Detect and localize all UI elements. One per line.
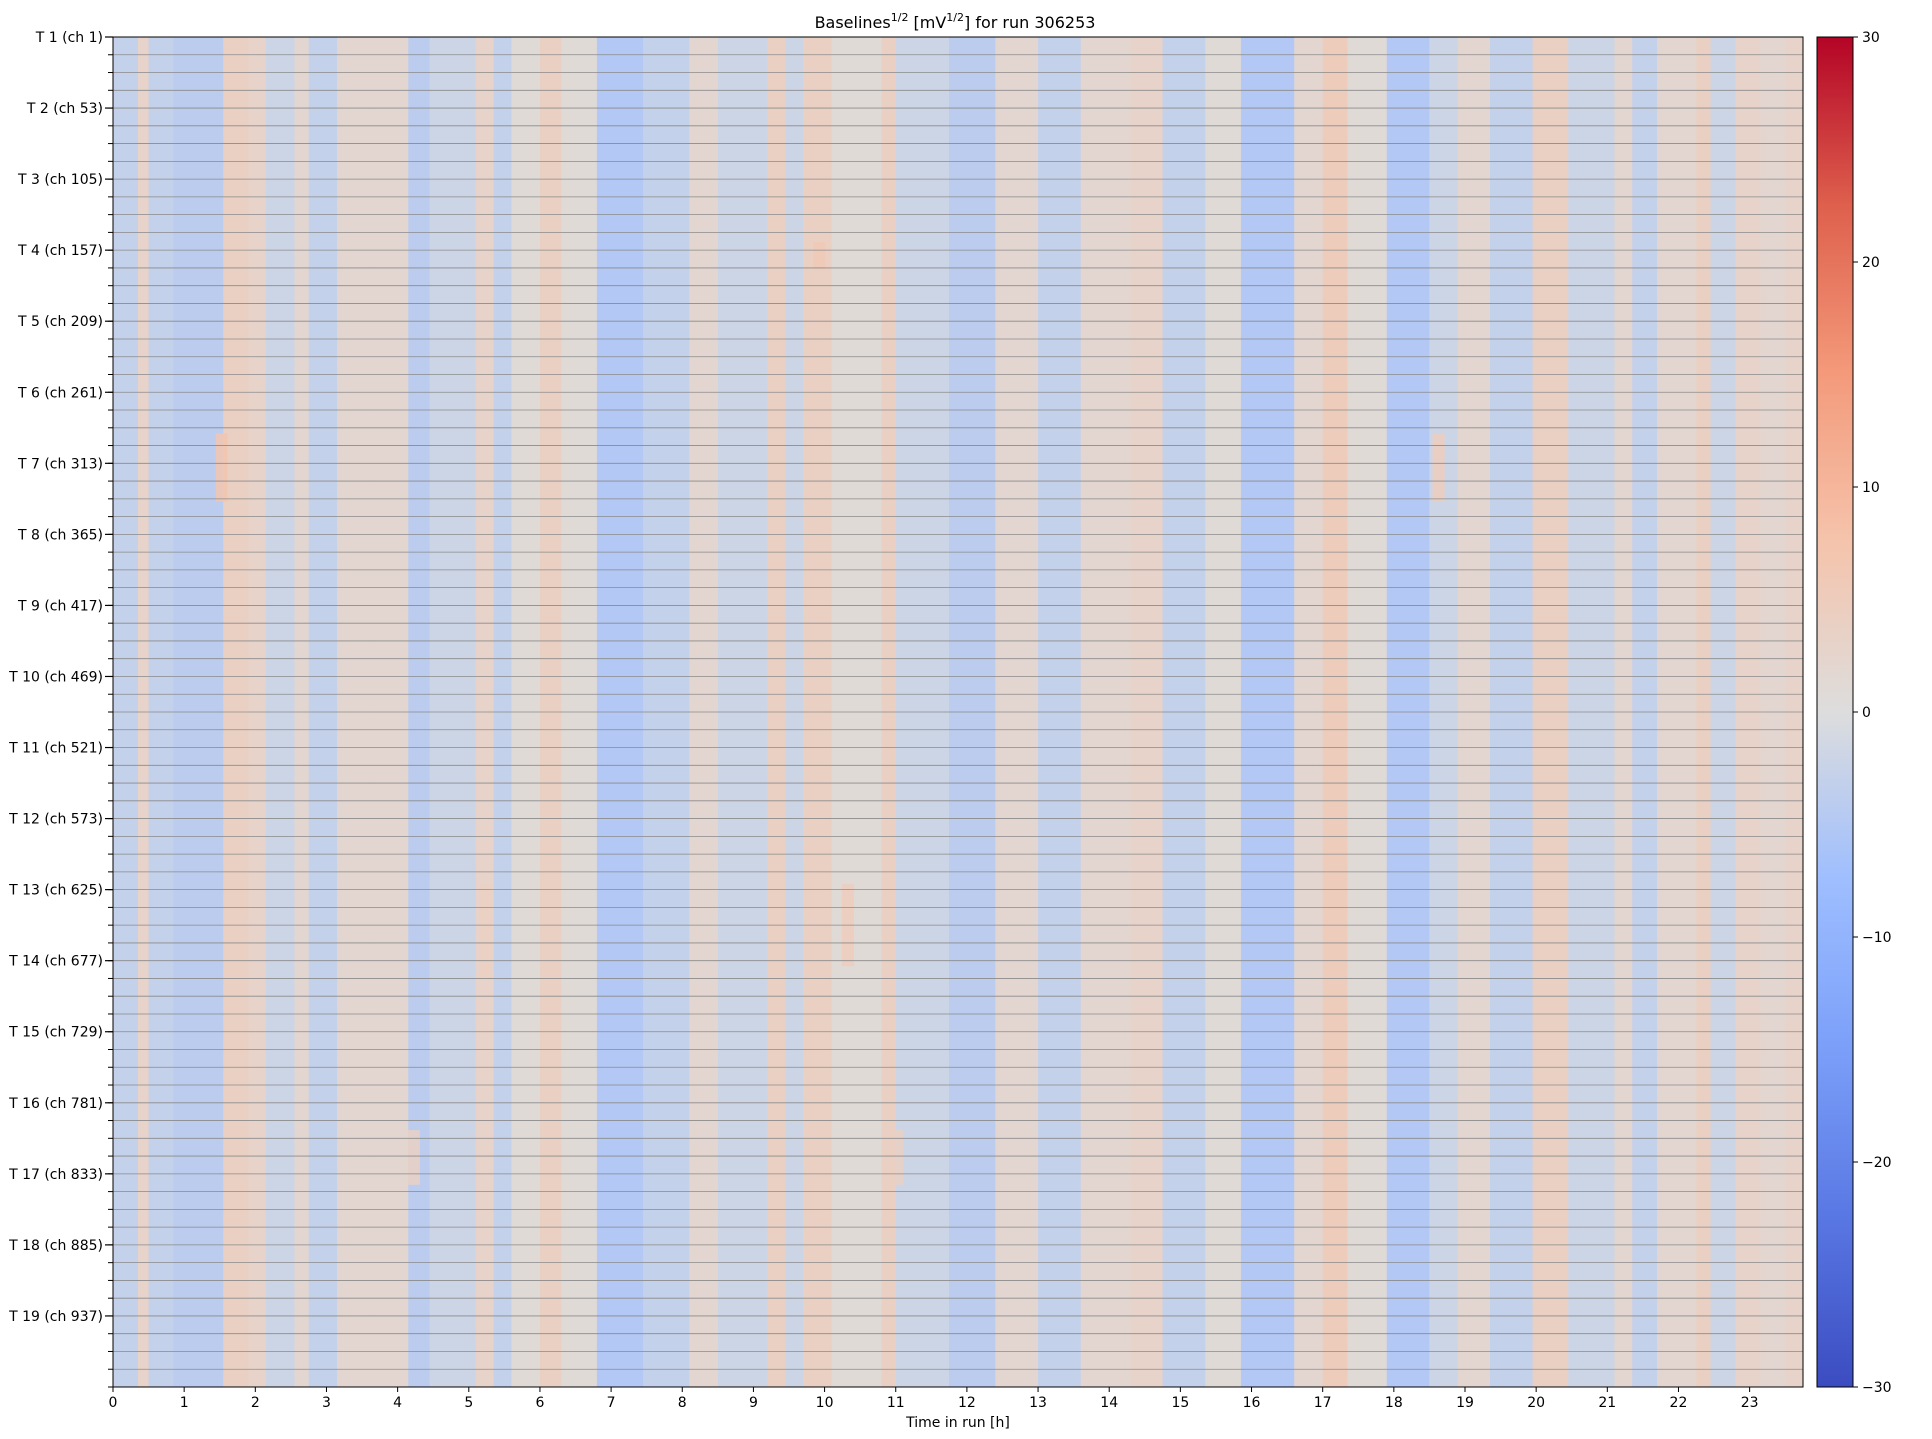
heatmap-hot-spot [407, 1130, 420, 1185]
y-axis: T 1 (ch 1) T 2 (ch 53) T 3 (ch 105) T 4 (ch… [8, 30, 113, 1388]
heatmap-hot-spot [813, 241, 826, 270]
y-tick-label: T 4 (ch 157) [17, 243, 103, 259]
x-tick-label: 22 [1670, 1395, 1688, 1411]
x-tick-label: 21 [1598, 1395, 1616, 1411]
y-tick-label: T 14 (ch 677) [8, 954, 103, 970]
y-tick-label: T 18 (ch 885) [8, 1238, 103, 1254]
y-tick-label: T 7 (ch 313) [17, 456, 103, 472]
y-tick-label: T 15 (ch 729) [8, 1025, 103, 1041]
colorbar-axis: 30 20 10 0 −10 −20 −30 [1853, 30, 1892, 1396]
x-tick-label: 11 [887, 1395, 905, 1411]
x-tick-label: 23 [1741, 1395, 1759, 1411]
heatmap-hot-spot [215, 433, 228, 502]
chart-title: Baselines1/2 [mV1/2] for run 306253 [815, 11, 1096, 32]
x-tick-label: 17 [1314, 1395, 1332, 1411]
x-tick-label: 2 [251, 1395, 260, 1411]
y-tick-label: T 3 (ch 105) [17, 172, 103, 188]
x-tick-label: 5 [464, 1395, 473, 1411]
y-tick-label: T 19 (ch 937) [8, 1309, 103, 1325]
colorbar-tick-label: 30 [1862, 30, 1880, 46]
x-tick-label: 13 [1029, 1395, 1047, 1411]
x-tick-label: 12 [958, 1395, 976, 1411]
x-tick-label: 16 [1243, 1395, 1261, 1411]
x-tick-label: 15 [1171, 1395, 1189, 1411]
x-tick-label: 14 [1100, 1395, 1118, 1411]
x-tick-label: 9 [749, 1395, 758, 1411]
y-tick-label: T 17 (ch 833) [8, 1167, 103, 1183]
colorbar-tick-label: 20 [1862, 255, 1880, 271]
colorbar [1816, 36, 1854, 1388]
x-tick-label: 6 [535, 1395, 544, 1411]
heatmap-hot-spot [1432, 433, 1445, 502]
colorbar-tick-label: −10 [1862, 930, 1892, 946]
colorbar-tick-label: −20 [1862, 1155, 1892, 1171]
x-tick-label: 1 [180, 1395, 189, 1411]
x-tick-label: 19 [1456, 1395, 1474, 1411]
x-axis-label: Time in run [h] [905, 1415, 1010, 1431]
y-tick-label: T 16 (ch 781) [8, 1096, 103, 1112]
x-tick-label: 20 [1527, 1395, 1545, 1411]
y-tick-label: T 11 (ch 521) [8, 741, 103, 757]
heatmap-hot-spot [479, 884, 492, 980]
y-tick-label: T 9 (ch 417) [17, 598, 103, 614]
y-tick-label: T 10 (ch 469) [8, 669, 103, 685]
x-tick-label: 7 [607, 1395, 616, 1411]
y-tick-label: T 5 (ch 209) [17, 314, 103, 330]
x-tick-label: 18 [1385, 1395, 1403, 1411]
x-tick-label: 8 [678, 1395, 687, 1411]
heatmap-hot-spot [891, 1130, 904, 1185]
x-axis: 0 1 2 3 4 5 6 7 8 9 10 11 12 13 14 15 16 17 18 19 20 21 22 23 [109, 1387, 1759, 1411]
x-tick-label: 10 [816, 1395, 834, 1411]
colorbar-tick-label: 10 [1862, 480, 1880, 496]
colorbar-tick-label: −30 [1862, 1380, 1892, 1396]
tile-grid-lines [113, 54, 1803, 1370]
y-tick-label: T 6 (ch 261) [17, 385, 103, 401]
y-tick-label: T 12 (ch 573) [8, 812, 103, 828]
y-tick-label: T 2 (ch 53) [26, 101, 103, 117]
colorbar-tick-label: 0 [1862, 705, 1871, 721]
x-tick-label: 0 [109, 1395, 118, 1411]
x-tick-label: 4 [393, 1395, 402, 1411]
x-tick-label: 3 [322, 1395, 331, 1411]
y-tick-label: T 13 (ch 625) [8, 883, 103, 899]
y-tick-label: T 8 (ch 365) [17, 527, 103, 543]
y-tick-label: T 1 (ch 1) [35, 30, 103, 46]
